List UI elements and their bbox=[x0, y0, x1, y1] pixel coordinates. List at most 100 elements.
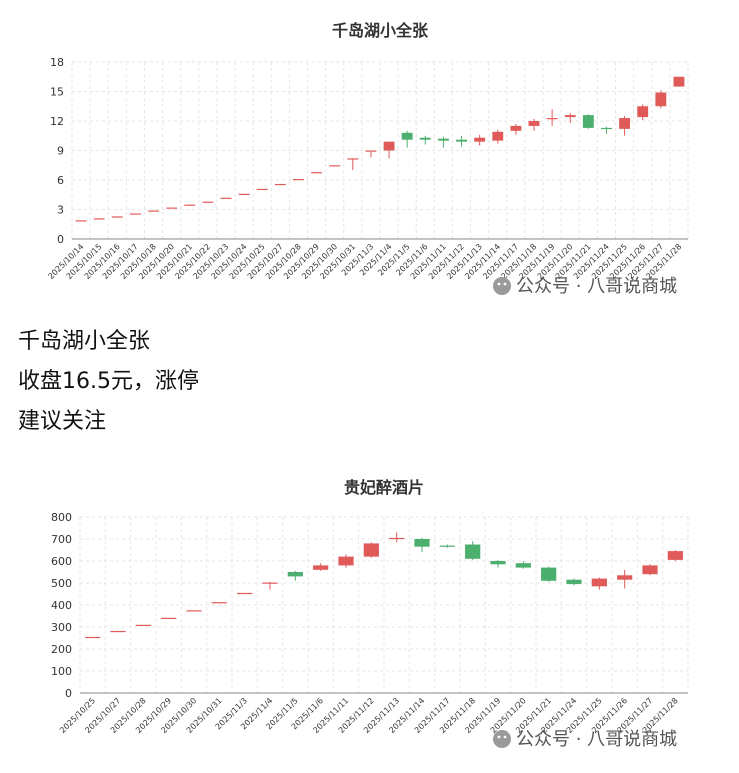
candle bbox=[365, 150, 377, 158]
watermark-text: 公众号 · 八哥说商城 bbox=[516, 276, 677, 297]
candle bbox=[490, 559, 506, 568]
candle-body bbox=[414, 539, 430, 547]
candle bbox=[673, 76, 685, 87]
y-tick-label: 800 bbox=[51, 511, 72, 524]
candle-body bbox=[363, 543, 379, 557]
candle bbox=[582, 114, 594, 129]
candle bbox=[110, 630, 126, 633]
watermark-text: 公众号 · 八哥说商城 bbox=[516, 729, 677, 750]
candle-body bbox=[202, 201, 214, 203]
candle-body bbox=[383, 141, 395, 151]
candle-body bbox=[642, 565, 658, 575]
wechat-icon-eye bbox=[503, 282, 507, 286]
candle bbox=[465, 541, 481, 560]
candle-body bbox=[161, 617, 177, 619]
candle bbox=[591, 577, 607, 590]
candle-body bbox=[238, 193, 250, 195]
candle-body bbox=[256, 188, 268, 191]
candle-body bbox=[541, 567, 557, 581]
candle-body bbox=[166, 207, 178, 209]
candle-body bbox=[591, 578, 607, 587]
candle bbox=[363, 542, 379, 558]
candle-body bbox=[237, 592, 253, 595]
candle bbox=[238, 193, 250, 195]
y-tick-label: 300 bbox=[51, 621, 72, 634]
candle-body bbox=[673, 76, 685, 87]
candle-body bbox=[313, 565, 329, 570]
candle bbox=[111, 216, 123, 218]
candle-body bbox=[456, 139, 467, 142]
candle bbox=[541, 566, 557, 582]
candle bbox=[75, 220, 87, 222]
candle-body bbox=[564, 115, 576, 118]
wechat-icon-eye bbox=[497, 735, 501, 739]
candle-body bbox=[184, 204, 196, 206]
y-tick-label: 200 bbox=[51, 643, 72, 656]
y-tick-label: 0 bbox=[57, 233, 64, 246]
chart-title: 千岛湖小全张 bbox=[332, 21, 429, 40]
candle-body bbox=[287, 572, 303, 577]
candle-body bbox=[293, 179, 304, 181]
candle-body bbox=[474, 137, 486, 142]
post-text: 千岛湖小全张 收盘16.5元，涨停 建议关注 bbox=[18, 322, 199, 442]
candle bbox=[439, 544, 455, 548]
candle bbox=[93, 218, 105, 220]
candle-body bbox=[465, 544, 481, 559]
y-tick-label: 0 bbox=[65, 687, 72, 700]
candle bbox=[220, 197, 232, 199]
candle bbox=[311, 172, 323, 174]
candle-body bbox=[274, 183, 286, 186]
chart-qiandaohu: 千岛湖小全张 0 3 6 9 12 15 18 2025/10/14 2025/10/15 2025… bbox=[0, 0, 739, 305]
candle-body bbox=[220, 197, 232, 199]
candle-body bbox=[338, 556, 354, 566]
candle-body bbox=[637, 106, 649, 118]
candle bbox=[414, 537, 430, 553]
candle bbox=[515, 561, 531, 569]
candle-body bbox=[85, 636, 101, 639]
candle-body bbox=[619, 118, 631, 129]
y-tick-label: 100 bbox=[51, 665, 72, 678]
candle bbox=[456, 135, 467, 147]
y-tick-label: 18 bbox=[50, 56, 64, 69]
chart-guifei: 贵妃醉酒片 0 100 200 300 400 500 600 700 800 2025/10/25… bbox=[0, 462, 739, 773]
candle-body bbox=[111, 216, 123, 218]
candle bbox=[85, 636, 101, 639]
candle-body bbox=[667, 551, 683, 560]
candle-body bbox=[75, 220, 87, 222]
candle bbox=[474, 134, 486, 146]
candle bbox=[135, 624, 151, 626]
post-line-3: 建议关注 bbox=[18, 409, 107, 434]
chart-title: 贵妃醉酒片 bbox=[344, 478, 424, 497]
candle-body bbox=[515, 563, 531, 568]
candle bbox=[619, 116, 631, 136]
candlestick-chart-qiandaohu: 千岛湖小全张03691215182025/10/142025/10/152025… bbox=[47, 21, 689, 297]
y-tick-label: 700 bbox=[51, 533, 72, 546]
y-tick-label: 9 bbox=[57, 145, 64, 158]
candle-body bbox=[93, 218, 105, 220]
candle bbox=[564, 113, 576, 123]
candle bbox=[293, 179, 304, 181]
candle-body bbox=[311, 172, 323, 174]
candle-body bbox=[186, 610, 202, 612]
candle-body bbox=[492, 131, 504, 141]
candle bbox=[528, 119, 540, 131]
post-line-2: 收盘16.5元，涨停 bbox=[18, 369, 199, 394]
candle bbox=[237, 592, 253, 595]
candle bbox=[383, 141, 395, 159]
candle-body bbox=[510, 125, 522, 131]
candle bbox=[274, 183, 286, 186]
candle-body bbox=[528, 121, 540, 126]
candle-body bbox=[211, 602, 227, 604]
candlestick-chart-guifei: 贵妃醉酒片01002003004005006007008002025/10/25… bbox=[51, 478, 689, 750]
candle bbox=[129, 213, 141, 215]
candle-body bbox=[347, 158, 359, 160]
candle bbox=[642, 564, 658, 576]
candle-body bbox=[129, 213, 141, 215]
candle bbox=[338, 554, 354, 568]
candle bbox=[601, 126, 612, 134]
candle-body bbox=[110, 630, 126, 633]
candle bbox=[166, 207, 178, 209]
candle-body bbox=[566, 579, 582, 585]
candle bbox=[617, 569, 633, 589]
wechat-icon bbox=[493, 277, 511, 295]
